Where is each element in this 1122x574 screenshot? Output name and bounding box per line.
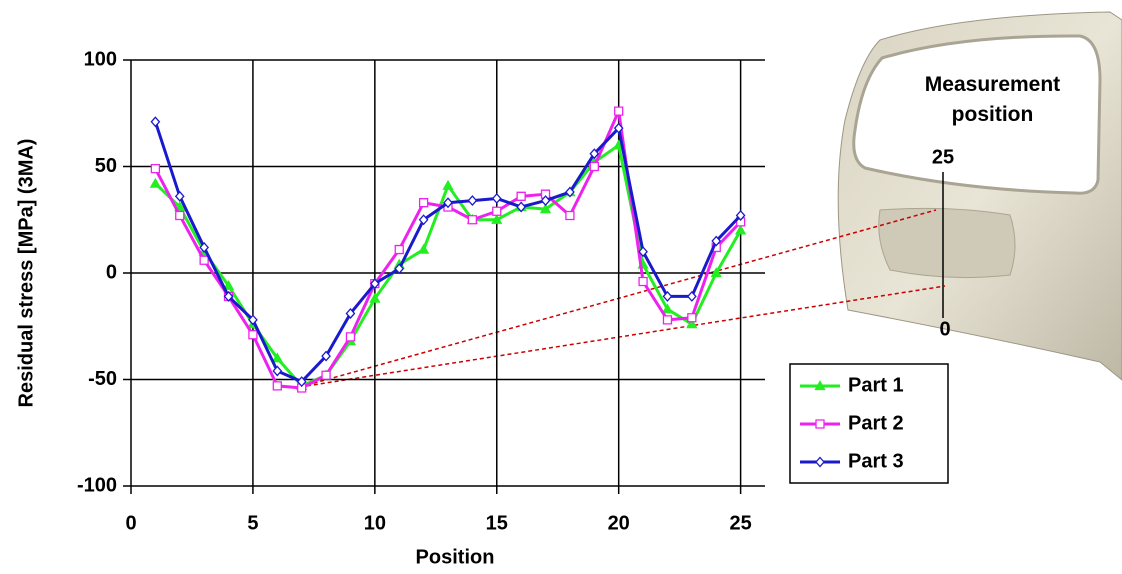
marker	[151, 165, 159, 173]
marker	[493, 207, 501, 215]
x-tick-label: 20	[608, 512, 630, 534]
marker	[517, 192, 525, 200]
x-tick-label: 25	[729, 512, 751, 534]
annotation: 0	[939, 318, 950, 340]
marker	[468, 216, 476, 224]
marker	[566, 211, 574, 219]
marker	[468, 196, 476, 205]
line	[155, 122, 740, 382]
door-image	[838, 12, 1122, 380]
legend-label: Part 2	[848, 412, 904, 434]
marker	[346, 333, 354, 341]
legend-label: Part 1	[848, 374, 904, 396]
marker	[590, 163, 598, 171]
marker	[419, 245, 428, 253]
x-tick-label: 0	[125, 512, 136, 534]
x-tick-label: 15	[486, 512, 508, 534]
marker	[639, 278, 647, 286]
marker	[444, 181, 453, 189]
legend-label: Part 3	[848, 450, 904, 472]
y-tick-label: -50	[88, 368, 117, 390]
x-axis-label: Position	[416, 546, 495, 568]
marker	[200, 256, 208, 264]
marker	[151, 117, 159, 126]
x-tick-label: 10	[364, 512, 386, 534]
marker	[688, 314, 696, 322]
line	[155, 111, 740, 388]
y-tick-label: 100	[84, 48, 117, 70]
marker	[663, 316, 671, 324]
page: {"chart_data": {"type": "line", "xlabel"…	[0, 0, 1122, 574]
y-tick-label: -100	[77, 474, 117, 496]
marker	[322, 371, 330, 379]
y-tick-label: 50	[95, 155, 117, 177]
marker	[249, 331, 257, 339]
y-tick-label: 0	[106, 261, 117, 283]
annotation: 25	[932, 146, 954, 168]
marker	[176, 211, 184, 219]
marker	[151, 179, 160, 187]
legend-marker	[816, 420, 824, 428]
marker	[420, 199, 428, 207]
marker	[395, 246, 403, 254]
x-tick-label: 5	[247, 512, 258, 534]
annotation-label: Measurement position	[890, 70, 1095, 130]
y-axis-label: Residual stress [MPa] (3MA)	[15, 139, 37, 408]
marker	[615, 107, 623, 115]
marker	[493, 194, 501, 203]
marker	[273, 382, 281, 390]
